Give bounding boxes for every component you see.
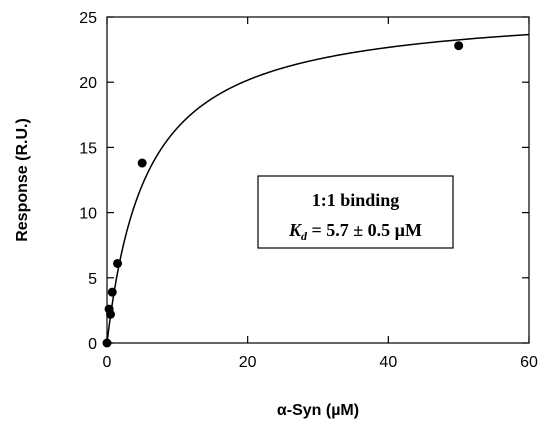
axis-tick-labels: 0 20 40 60 0 5 10 15 20 25 [79,10,538,371]
annotation-line-1: 1:1 binding [312,190,400,210]
data-point [106,309,116,319]
y-tick-label: 15 [79,140,97,157]
kd-value: = 5.7 ± 0.5 µM [307,220,422,240]
kd-symbol: K [288,220,303,240]
y-tick-label: 0 [88,336,97,353]
fit-curve [106,33,530,344]
y-tick-label: 25 [79,10,97,27]
annotation-kd: Kd = 5.7 ± 0.5 µM [288,220,422,243]
x-tick-label: 40 [379,354,397,371]
y-axis-title: Response (R.U.) [14,118,31,242]
plot-frame [106,16,530,344]
x-tick-label: 0 [103,354,112,371]
kd-subscript: d [301,229,308,243]
data-point [107,287,117,297]
data-points [102,41,464,348]
axis-ticks [106,16,530,344]
data-point [113,258,123,268]
x-tick-label: 20 [239,354,257,371]
y-tick-label: 10 [79,206,97,223]
data-point [102,338,112,348]
data-point [454,41,464,51]
x-tick-label: 60 [520,354,538,371]
x-axis-title: α-Syn (µM) [277,402,359,419]
annotation-box: 1:1 binding Kd = 5.7 ± 0.5 µM [257,175,454,249]
y-tick-label: 5 [88,271,97,288]
y-tick-label: 20 [79,75,97,92]
data-point [137,158,147,168]
